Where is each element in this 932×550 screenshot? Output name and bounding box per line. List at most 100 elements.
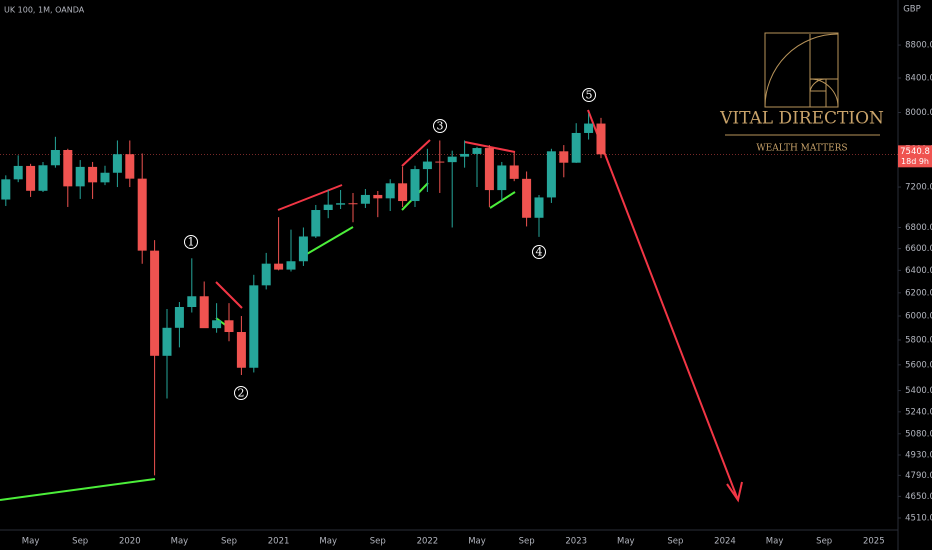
price-badge-value: 7540.8 (900, 147, 930, 157)
wave-circle (582, 88, 596, 102)
wave-label: 1 (188, 236, 195, 249)
x-tick-label: Sep (816, 537, 832, 547)
y-tick-label: 8000.0 (905, 108, 932, 118)
y-tick-label: 5400.0 (905, 386, 932, 396)
candle-body (546, 151, 556, 198)
x-tick-label: Sep (72, 537, 88, 547)
x-tick-label: 2025 (863, 537, 885, 547)
x-tick-label: 2022 (417, 537, 439, 547)
candle-body (162, 327, 172, 356)
candle-body (1, 179, 11, 200)
forecast-arrow (587, 109, 743, 503)
candle-body (447, 156, 457, 163)
y-tick-label: 4650.0 (905, 492, 932, 502)
wave-circle (184, 235, 198, 249)
chart-title: UK 100, 1M, OANDA (4, 6, 85, 15)
candle-body (472, 148, 482, 154)
x-tick-label: 2021 (268, 537, 290, 547)
x-tick-label: Sep (221, 537, 237, 547)
y-tick-label: 5080.0 (905, 429, 932, 439)
y-tick-label: 6800.0 (905, 223, 932, 233)
x-tick-label: May (766, 537, 784, 547)
y-axis-label: GBP (903, 5, 921, 15)
trend-line (215, 281, 243, 309)
candle-body (174, 307, 184, 328)
candle-body (509, 165, 519, 179)
candle-body (385, 183, 395, 199)
candle-body (112, 154, 122, 173)
y-tick-label: 7200.0 (905, 183, 932, 193)
y-tick-label: 5600.0 (905, 360, 932, 370)
candle-body (187, 296, 197, 308)
watermark: VITAL DIRECTION WEALTH MATTERS (719, 32, 884, 154)
candle-body (150, 250, 160, 356)
candle-body (323, 204, 333, 211)
y-tick-label: 8400.0 (905, 73, 932, 83)
y-tick-label: 4510.0 (905, 513, 932, 523)
trend-line (0, 478, 156, 501)
trend-line (489, 191, 516, 209)
candle-body (100, 172, 110, 183)
golden-spiral (764, 33, 839, 108)
watermark-subtitle: WEALTH MATTERS (756, 144, 847, 154)
y-tick-label: 4790.0 (905, 471, 932, 481)
logo-frame (764, 32, 839, 108)
candle-body (584, 123, 594, 133)
candle-body (224, 320, 234, 333)
price-badge-countdown: 18d 9h (901, 157, 929, 166)
candle-body (534, 197, 544, 218)
x-tick-label: Sep (370, 537, 386, 547)
x-tick-label: May (22, 537, 40, 547)
y-tick-label: 5240.0 (905, 407, 932, 417)
x-tick-label: May (617, 537, 635, 547)
candle-body (559, 151, 569, 163)
candles (1, 113, 606, 476)
wave-label: 2 (238, 387, 245, 400)
x-tick-label: 2020 (119, 537, 141, 547)
candle-body (460, 153, 470, 157)
x-tick-label: Sep (519, 537, 535, 547)
candle-body (484, 148, 494, 191)
candle-body (360, 194, 370, 204)
price-badge (898, 145, 932, 168)
watermark-title: VITAL DIRECTION (719, 109, 884, 129)
candle-body (410, 169, 420, 202)
trend-line (299, 226, 354, 259)
x-tick-label: 2023 (565, 537, 587, 547)
wave-circle (234, 386, 248, 400)
candle-body (13, 165, 23, 180)
y-tick-label: 4930.0 (905, 450, 932, 460)
x-tick-label: May (319, 537, 337, 547)
trend-line (464, 141, 516, 153)
candle-body (26, 165, 36, 191)
x-tick-label: 2024 (714, 537, 736, 547)
candle-body (311, 210, 321, 237)
x-tick-label: May (171, 537, 189, 547)
trend-line (277, 184, 343, 211)
y-tick-label: 6600.0 (905, 244, 932, 254)
y-tick-label: 8800.0 (905, 41, 932, 51)
candle-body (88, 166, 98, 183)
wave-circle (532, 245, 546, 259)
wave-circle (433, 119, 447, 133)
candle-body (63, 150, 73, 187)
candle-body (497, 165, 507, 191)
wave-label: 3 (437, 120, 444, 133)
candle-body (398, 183, 408, 202)
candle-body (348, 203, 358, 205)
candle-body (75, 166, 85, 187)
wave-label: 5 (586, 89, 593, 102)
wave-label: 4 (536, 246, 543, 259)
candle-body (522, 178, 532, 218)
x-tick-label: Sep (667, 537, 683, 547)
candle-body (596, 123, 606, 155)
candle-body (336, 203, 346, 205)
candle-body (137, 178, 147, 251)
candle-body (38, 165, 48, 191)
candle-body (236, 332, 246, 368)
y-tick-label: 6000.0 (905, 312, 932, 322)
candle-body (571, 132, 581, 163)
candle-body (373, 194, 383, 199)
candle-body (50, 150, 60, 166)
